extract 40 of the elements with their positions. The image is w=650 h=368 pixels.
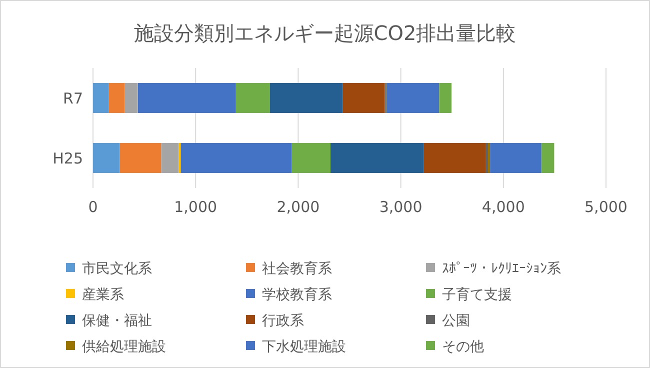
chart-title: 施設分類別エネルギー起源CO2排出量比較 [134,21,516,45]
bar [292,143,331,173]
bar [541,143,554,173]
bar [93,83,109,113]
x-tick-label: 3,000 [379,198,422,216]
bar [93,143,120,173]
x-tick-label: 0 [88,198,98,216]
x-tick-label: 1,000 [174,198,218,216]
legend-label: 行政系 [262,312,304,329]
legend-label: 社会教育系 [262,260,332,277]
legend-label: 産業系 [82,286,124,303]
x-tick-label: 5,000 [584,198,628,216]
bar [138,83,236,113]
legend-label: 市民文化系 [82,260,152,277]
bar [236,83,270,113]
bar [486,143,488,173]
bar [490,143,542,173]
y-tick-label: R7 [63,89,83,108]
bar [124,83,138,113]
bar [342,83,385,113]
bar [120,143,162,173]
legend-label: 公園 [442,312,470,329]
legend-label: 供給処理施設 [82,338,166,355]
y-tick-label: H25 [52,149,83,168]
bar [424,143,486,173]
bar [439,83,452,113]
legend-label: 下水処理施設 [262,338,346,355]
bar [161,143,179,173]
legend-label: ｽﾎﾟｰﾂ・ﾚｸﾘｴｰｼｮﾝ系 [442,260,561,277]
bar [270,83,343,113]
x-tick-label: 2,000 [276,198,320,216]
x-tick-label: 4,000 [482,198,525,216]
legend-label: その他 [442,338,484,355]
bar [180,143,292,173]
legend-label: 子育て支援 [442,286,512,303]
bar [330,143,424,173]
legend-label: 保健・福祉 [82,312,152,329]
legend-label: 学校教育系 [262,286,332,303]
bar [386,83,440,113]
bar [108,83,125,113]
